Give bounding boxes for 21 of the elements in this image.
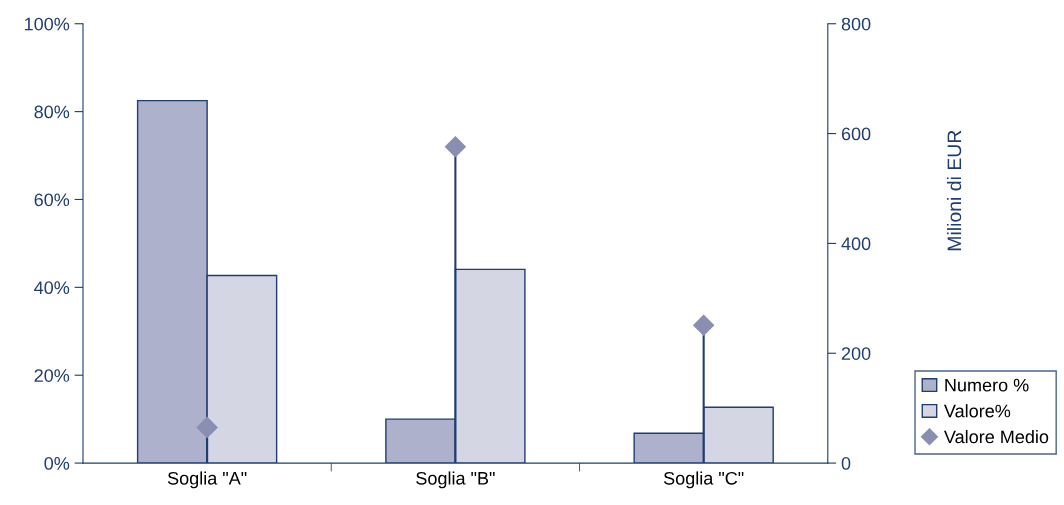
y2-axis-title: Milioni di EUR xyxy=(946,130,962,251)
y-tick-label: 80% xyxy=(34,105,70,119)
y2-tick-label: 800 xyxy=(841,17,871,31)
point xyxy=(444,136,466,158)
y-tick-label: 0% xyxy=(44,457,70,470)
legend-label: Valore% xyxy=(943,404,1011,418)
y-tick-label: 40% xyxy=(34,281,70,295)
legend-label: Valore Medio xyxy=(943,430,1049,444)
y2-tick-label: 0 xyxy=(841,457,851,470)
y2-tick-label: 400 xyxy=(841,237,871,251)
y-tick-label: 60% xyxy=(34,193,70,207)
y2-tick-label: 600 xyxy=(841,127,871,141)
y-tick-label: 20% xyxy=(34,369,70,382)
x-tick-label: Soglia "A" xyxy=(167,471,247,489)
point xyxy=(196,416,218,438)
y-tick-label: 100% xyxy=(25,17,70,31)
y2-tick-label: 200 xyxy=(841,347,871,360)
legend-label: Numero % xyxy=(945,378,1029,392)
x-tick-label: Soglia "B" xyxy=(416,471,495,489)
x-tick-label: Soglia "C" xyxy=(663,471,744,489)
point xyxy=(693,314,715,336)
